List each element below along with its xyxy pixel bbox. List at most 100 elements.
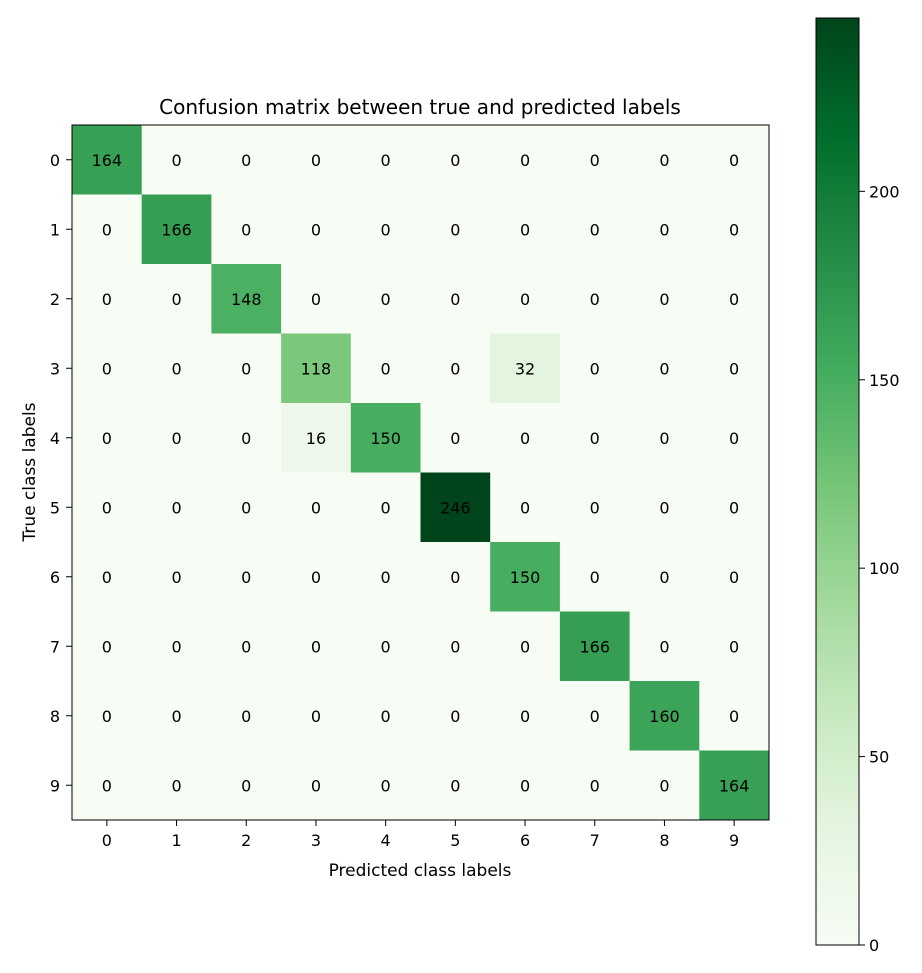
- plot-frame: [71, 124, 770, 821]
- heatmap-cell: [281, 194, 352, 265]
- cell-value-label: 150: [510, 568, 541, 587]
- heatmap-cell: [141, 125, 212, 195]
- cell-value-label: 0: [241, 429, 251, 448]
- cell-value-label: 0: [381, 707, 391, 726]
- heatmap-cell: [141, 194, 212, 265]
- heatmap-cell: [490, 542, 561, 612]
- heatmap-cell: [420, 125, 491, 195]
- heatmap-cell: [490, 264, 561, 334]
- cell-value-label: 160: [649, 707, 680, 726]
- cell-value-label: 0: [311, 290, 321, 309]
- heatmap-cell: [350, 611, 421, 682]
- cell-value-label: 16: [306, 429, 326, 448]
- heatmap-cell: [629, 403, 700, 473]
- heatmap-cell: [350, 125, 421, 195]
- heatmap-cell: [350, 403, 421, 473]
- cell-value-label: 0: [311, 220, 321, 239]
- heatmap-cell: [420, 403, 491, 473]
- x-tick-label: 5: [450, 831, 460, 850]
- heatmap-cell: [420, 194, 491, 265]
- heatmap-cell: [490, 472, 561, 543]
- cell-value-label: 0: [311, 151, 321, 170]
- y-tick-label: 8: [50, 707, 60, 726]
- cell-value-label: 0: [590, 568, 600, 587]
- heatmap-cell: [281, 125, 352, 195]
- cell-value-labels: 164 0 0 0 0 0 0 0 0 0 0 166 0 0 0 0 0 0 0 0 0 0 148 0 0 0 0 0 0 0 0 0 0 1…: [92, 151, 750, 796]
- cell-value-label: 0: [450, 290, 460, 309]
- cell-value-label: 0: [311, 776, 321, 795]
- heatmap-cell: [420, 472, 491, 543]
- cell-value-label: 0: [381, 637, 391, 656]
- heatmap-cell: [211, 194, 282, 265]
- heatmap-cell: [211, 264, 282, 334]
- cell-value-label: 0: [241, 220, 251, 239]
- heatmap-cell: [699, 681, 770, 751]
- heatmap-cell: [490, 611, 561, 682]
- heatmap-cell: [211, 750, 282, 821]
- heatmap-cell: [72, 264, 143, 334]
- heatmap-cell: [72, 194, 143, 265]
- cell-value-label: 0: [520, 707, 530, 726]
- heatmap-cell: [559, 333, 631, 404]
- cell-value-label: 0: [241, 151, 251, 170]
- cell-value-label: 0: [729, 290, 739, 309]
- heatmap-cell: [490, 333, 561, 404]
- cell-value-label: 0: [102, 776, 112, 795]
- heatmap-cell: [420, 681, 491, 751]
- cell-value-label: 0: [241, 707, 251, 726]
- heatmap-cell: [629, 750, 700, 821]
- cell-value-label: 0: [381, 359, 391, 378]
- heatmap-cell: [420, 611, 491, 682]
- x-tick-label: 1: [171, 831, 181, 850]
- heatmap-cell: [629, 264, 700, 334]
- heatmap-cell: [490, 194, 561, 265]
- heatmap-cell: [629, 681, 700, 751]
- y-axis-label: True class labels: [20, 402, 40, 542]
- cell-value-label: 0: [171, 707, 181, 726]
- heatmap-cell: [350, 681, 421, 751]
- cell-value-label: 0: [590, 220, 600, 239]
- heatmap-cell: [211, 681, 282, 751]
- heatmap-cell: [420, 333, 491, 404]
- heatmap-cell: [211, 333, 282, 404]
- cell-value-label: 0: [311, 568, 321, 587]
- heatmap-cell: [699, 125, 770, 195]
- cell-value-label: 0: [102, 290, 112, 309]
- cell-value-label: 0: [590, 151, 600, 170]
- cell-value-label: 0: [381, 290, 391, 309]
- cell-value-label: 0: [659, 429, 669, 448]
- cell-value-label: 166: [579, 637, 610, 656]
- heatmap-cell: [559, 542, 631, 612]
- colorbar-tick-label: 0: [869, 936, 879, 955]
- heatmap-cell: [211, 542, 282, 612]
- cell-value-label: 0: [171, 498, 181, 517]
- cell-value-label: 0: [102, 637, 112, 656]
- heatmap-cell: [559, 403, 631, 473]
- y-axis-ticks: 0 1 2 3 4 5 6 7 8 9: [50, 151, 72, 795]
- cell-value-label: 246: [440, 498, 471, 517]
- heatmap-cell: [699, 264, 770, 334]
- heatmap-cell: [141, 681, 212, 751]
- heatmap-cell: [629, 472, 700, 543]
- heatmap-cell: [699, 194, 770, 265]
- y-tick-label: 7: [50, 637, 60, 656]
- cell-value-label: 0: [590, 498, 600, 517]
- heatmap-cell: [281, 750, 352, 821]
- cell-value-label: 0: [381, 498, 391, 517]
- heatmap-cell: [559, 681, 631, 751]
- cell-value-label: 0: [520, 637, 530, 656]
- heatmap-cell: [699, 472, 770, 543]
- cell-value-label: 0: [590, 290, 600, 309]
- heatmap-cell: [141, 750, 212, 821]
- heatmap-cell: [281, 333, 352, 404]
- heatmap-cell: [699, 333, 770, 404]
- heatmap-cell: [72, 125, 143, 195]
- cell-value-label: 0: [241, 359, 251, 378]
- heatmap-cell: [350, 750, 421, 821]
- heatmap-cell: [490, 125, 561, 195]
- heatmap-cell: [699, 542, 770, 612]
- y-tick-label: 6: [50, 568, 60, 587]
- cell-value-label: 0: [171, 151, 181, 170]
- heatmap-cell: [699, 403, 770, 473]
- cell-value-label: 32: [515, 359, 535, 378]
